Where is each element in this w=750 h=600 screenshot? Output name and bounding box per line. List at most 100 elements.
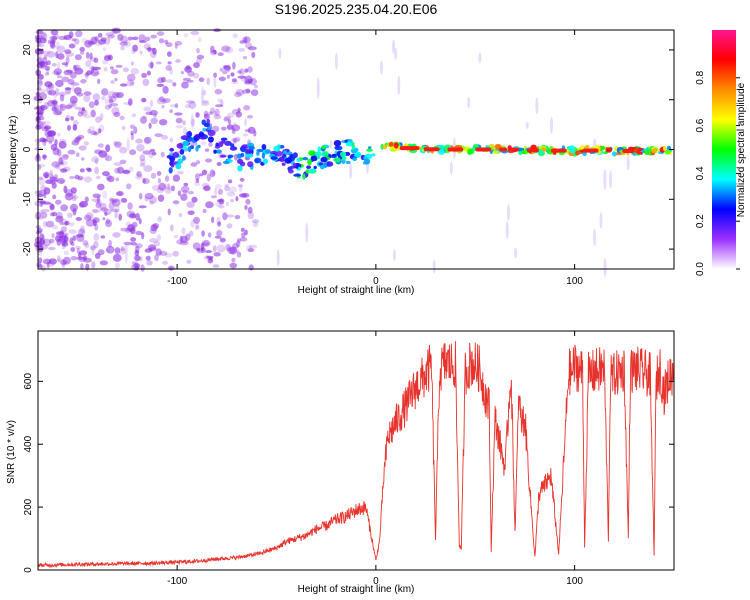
spectrogram-noise-mark <box>55 41 60 50</box>
spectrogram-noise-mark <box>113 141 118 146</box>
spectrogram-noise-mark <box>245 198 251 205</box>
spectrogram-noise-mark <box>244 205 248 210</box>
snr-y-tick-label: 200 <box>23 498 34 515</box>
spectrogram-noise-mark <box>135 171 140 176</box>
spectrogram-noise-mark <box>48 82 55 91</box>
spectrogram-noise-mark <box>170 185 175 192</box>
spectrogram-peak-mark <box>321 145 327 150</box>
spectrogram-streak-mark <box>432 259 436 274</box>
spectrogram-noise-mark <box>94 199 103 204</box>
spectrogram-peak-mark <box>222 160 230 165</box>
spectrogram-noise-mark <box>148 152 154 159</box>
spectrogram-noise-mark <box>90 130 97 135</box>
spectrogram-peak-mark <box>201 119 207 126</box>
spectrogram-noise-mark <box>59 221 65 226</box>
spectrogram-noise-mark <box>153 240 161 247</box>
spectrogram-noise-mark <box>51 211 58 217</box>
spectrogram-noise-mark <box>142 150 152 155</box>
colorbar-tick-label: 0.6 <box>695 118 706 132</box>
spectrogram-streak-mark <box>449 161 453 175</box>
spectrogram-hot-segment <box>423 147 440 152</box>
spectrogram-noise-mark <box>119 115 125 121</box>
spectrogram-noise-mark <box>156 171 162 176</box>
spectrogram-noise-mark <box>54 108 63 116</box>
spectrogram-noise-mark <box>107 90 116 99</box>
spectrogram-noise-mark <box>131 113 137 118</box>
spectrogram-noise-mark <box>179 235 183 242</box>
spectrogram-noise-mark <box>110 198 120 202</box>
spectrogram-noise-mark <box>247 66 253 73</box>
spectrogram-noise-mark <box>40 185 47 192</box>
spectrogram-noise-mark <box>226 214 235 218</box>
spectrogram-noise-mark <box>135 173 144 180</box>
spectrogram-noise-mark <box>43 125 52 130</box>
spectrogram-noise-mark <box>66 69 74 74</box>
spectrogram-noise-mark <box>52 194 57 200</box>
spectrogram-noise-mark <box>196 54 205 60</box>
spectrogram-noise-mark <box>108 99 114 104</box>
spectrogram-peak-mark <box>345 141 354 147</box>
spectrogram-peak-mark <box>320 164 325 170</box>
spectrogram-noise-mark <box>64 192 74 201</box>
spectrogram-noise-mark <box>68 229 77 234</box>
spectrogram-peak-mark <box>575 150 580 156</box>
spectrogram-noise-mark <box>172 82 177 87</box>
spectrogram-noise-mark <box>182 120 186 126</box>
spectrogram-noise-mark <box>78 145 87 151</box>
spectrogram-noise-mark <box>221 45 231 52</box>
spectrogram-noise-mark <box>86 70 93 76</box>
spectrogram-noise-mark <box>95 43 102 47</box>
spectrogram-noise-mark <box>65 117 70 122</box>
spectrogram-noise-mark <box>110 66 114 70</box>
spectrogram-streak-mark <box>507 204 510 222</box>
spectrogram-peak-mark <box>237 165 243 172</box>
spectrogram-noise-mark <box>145 36 151 42</box>
spectrogram-noise-mark <box>138 40 147 44</box>
spectrogram-noise-mark <box>56 45 66 53</box>
spectrogram-noise-mark <box>99 207 109 212</box>
spectrogram-noise-mark <box>129 124 135 129</box>
spectrogram-peak-mark <box>297 166 301 171</box>
spectrogram-noise-mark <box>234 215 241 220</box>
spectrogram-noise-mark <box>85 219 95 227</box>
spectrogram-noise-mark <box>102 171 110 177</box>
spectrogram-peak-mark <box>305 169 310 174</box>
spectrogram-noise-mark <box>38 264 43 269</box>
spectrogram-noise-mark <box>199 173 204 177</box>
spectrogram-peak-mark <box>202 127 206 132</box>
spectrogram-noise-mark <box>165 42 173 48</box>
spectrogram-noise-mark <box>56 75 63 79</box>
spectrogram-noise-mark <box>183 33 189 38</box>
spectrogram-noise-mark <box>128 166 134 172</box>
spectrogram-noise-mark <box>123 241 133 246</box>
spectrogram-noise-mark <box>224 183 229 188</box>
spectrogram-noise-mark <box>180 193 188 201</box>
spectrogram-noise-mark <box>177 190 182 197</box>
spectrogram-y-tick-label: 0 <box>22 146 33 152</box>
spectrogram-noise-mark <box>69 71 77 79</box>
spectrogram-noise-mark <box>212 245 217 253</box>
spectrogram-peak-mark <box>313 165 317 170</box>
spectrogram-noise-mark <box>190 162 198 167</box>
spectrogram-peak-mark <box>317 146 321 153</box>
spectrogram-peak-mark <box>388 141 394 148</box>
spectrogram-noise-mark <box>51 100 58 105</box>
spectrogram-noise-mark <box>58 157 64 165</box>
spectrogram-noise-mark <box>190 220 195 228</box>
spectrogram-noise-mark <box>131 221 138 228</box>
spectrogram-noise-mark <box>37 74 44 80</box>
spectrogram-noise-mark <box>188 230 194 237</box>
spectrogram-noise-mark <box>161 104 165 109</box>
spectrogram-noise-mark <box>65 104 72 110</box>
spectrogram-noise-mark <box>71 38 77 42</box>
spectrogram-noise-mark <box>186 259 192 264</box>
spectrogram-noise-mark <box>45 220 55 228</box>
spectrogram-peak-mark <box>334 157 341 163</box>
spectrogram-noise-mark <box>216 244 226 253</box>
spectrogram-peak-mark <box>228 154 234 158</box>
spectrogram-noise-mark <box>97 32 103 38</box>
spectrogram-peak-mark <box>366 148 373 152</box>
spectrogram-peak-mark <box>289 154 293 159</box>
colorbar-tick-label: 0.0 <box>695 262 706 276</box>
spectrogram-noise-mark <box>80 225 85 234</box>
